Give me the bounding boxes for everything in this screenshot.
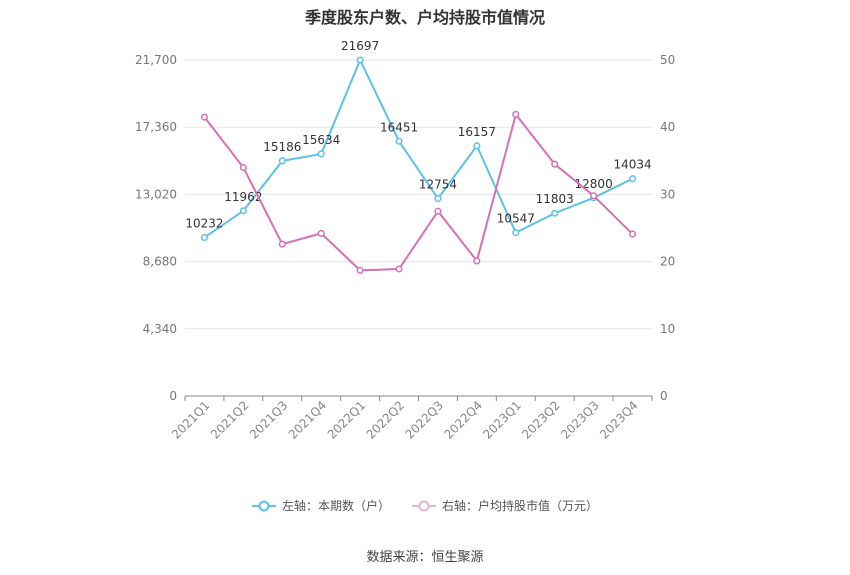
x-axis-tick-label: 2022Q4 xyxy=(441,398,485,442)
x-axis-tick-label: 2023Q3 xyxy=(558,398,602,442)
data-label: 10547 xyxy=(497,212,535,226)
data-point xyxy=(551,160,559,168)
data-point xyxy=(628,175,637,183)
data-label: 12754 xyxy=(419,178,457,192)
data-point xyxy=(317,229,325,237)
data-point xyxy=(356,56,364,64)
data-point xyxy=(200,113,209,121)
legend-marker-avg-value-icon xyxy=(412,500,436,511)
data-point xyxy=(473,257,481,265)
data-source: 数据来源：恒生聚源 xyxy=(366,550,484,565)
left-axis-tick-label: 17,360 xyxy=(135,120,177,134)
x-axis-tick-label: 2023Q2 xyxy=(519,398,563,442)
data-point xyxy=(356,266,364,274)
data-point xyxy=(395,265,403,273)
x-axis-tick-label: 2021Q4 xyxy=(286,398,330,442)
data-label: 16157 xyxy=(458,125,496,139)
left-axis-tick-label: 8,680 xyxy=(143,255,177,269)
data-point xyxy=(512,229,520,237)
data-point xyxy=(239,163,247,172)
data-label: 11962 xyxy=(224,190,262,204)
legend-label-avg-value: 右轴：户均持股市值（万元） xyxy=(442,499,599,513)
data-label: 16451 xyxy=(380,120,418,134)
data-point xyxy=(395,137,403,145)
series-line-households xyxy=(203,57,633,239)
data-label: 11803 xyxy=(536,192,574,206)
data-point xyxy=(473,142,481,150)
left-axis-tick-label: 21,700 xyxy=(135,53,177,67)
data-label: 15186 xyxy=(263,140,301,154)
left-axis-tick-label: 13,020 xyxy=(135,187,177,201)
left-axis-tick-label: 0 xyxy=(169,389,177,403)
x-axis-tick-label: 2022Q2 xyxy=(364,398,408,442)
data-label: 14034 xyxy=(613,158,651,172)
data-point xyxy=(278,157,286,165)
data-label: 15634 xyxy=(302,133,340,147)
right-axis-tick-label: 50 xyxy=(660,53,675,67)
data-label: 10232 xyxy=(185,217,223,231)
data-label: 21697 xyxy=(341,39,379,53)
chart-title: 季度股东户数、户均持股市值情况 xyxy=(304,8,545,27)
data-point xyxy=(434,207,442,215)
right-axis-tick-label: 20 xyxy=(660,255,675,269)
x-axis-tick-label: 2021Q1 xyxy=(169,398,213,442)
x-axis-tick-label: 2023Q4 xyxy=(597,398,641,442)
series-line-avg-value xyxy=(203,112,634,272)
data-point xyxy=(434,194,442,203)
right-axis-tick-label: 10 xyxy=(660,322,675,336)
data-point xyxy=(278,240,286,248)
legend-item-avg-value[interactable]: 右轴：户均持股市值（万元） xyxy=(412,497,598,514)
legend-label-households: 左轴：本期数（户） xyxy=(281,499,390,513)
legend-item-households[interactable]: 左轴：本期数（户） xyxy=(251,497,390,514)
x-axis-tick-label: 2022Q3 xyxy=(403,398,447,442)
data-point xyxy=(239,207,247,215)
data-point xyxy=(200,234,209,242)
data-point xyxy=(628,230,637,238)
right-axis-tick-label: 40 xyxy=(660,120,675,134)
legend-marker-households-icon xyxy=(251,500,276,511)
left-axis-tick-label: 4,340 xyxy=(143,322,177,336)
x-axis-tick-label: 2023Q1 xyxy=(480,398,524,442)
right-axis-tick-label: 30 xyxy=(660,187,675,201)
data-point xyxy=(317,150,325,158)
x-axis-tick-label: 2022Q1 xyxy=(325,398,369,442)
data-point xyxy=(512,110,520,118)
x-axis-tick-label: 2021Q2 xyxy=(208,398,252,442)
data-point xyxy=(590,192,598,200)
legend: 左轴：本期数（户） 右轴：户均持股市值（万元） xyxy=(0,497,850,514)
x-axis-tick-label: 2021Q3 xyxy=(247,398,291,442)
data-point xyxy=(551,209,559,217)
right-axis-tick-label: 0 xyxy=(660,389,668,403)
